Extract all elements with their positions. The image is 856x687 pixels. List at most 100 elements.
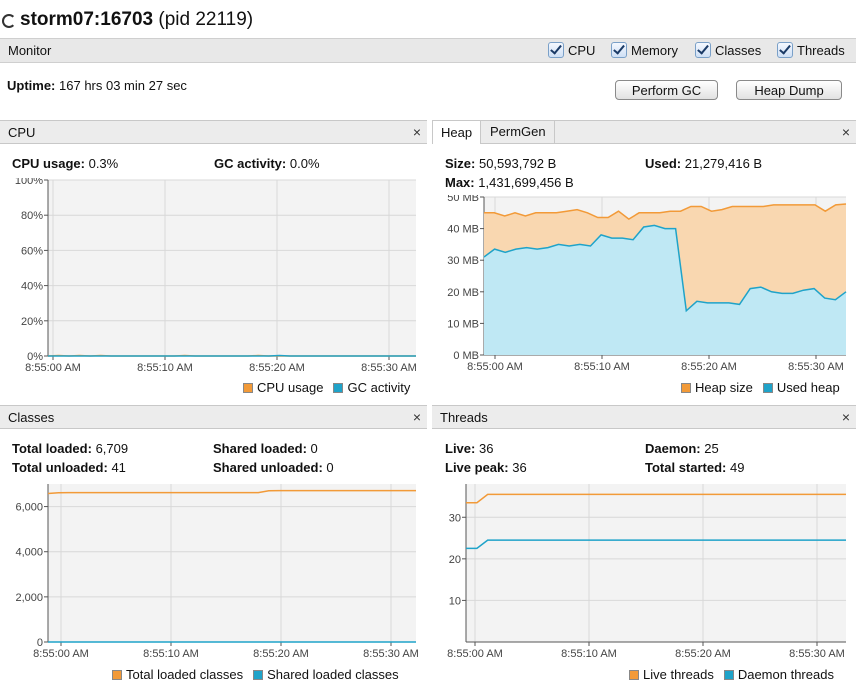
series-area-1 xyxy=(484,225,846,355)
shared-loaded-value: 0 xyxy=(310,441,318,456)
legend-heap-size: Heap size xyxy=(695,380,753,395)
classes-checkbox-label: Classes xyxy=(715,42,762,58)
x-tick-label: 8:55:30 AM xyxy=(363,648,419,660)
heap-close-icon[interactable]: × xyxy=(841,124,850,140)
checkbox-checked-icon xyxy=(777,42,793,58)
series-line-1 xyxy=(483,224,847,313)
x-tick-label: 8:55:10 AM xyxy=(143,648,199,660)
checkbox-checked-icon xyxy=(611,42,627,58)
cpu-close-icon[interactable]: × xyxy=(412,124,421,140)
classes-checkbox[interactable]: Classes xyxy=(695,42,761,58)
shared-unloaded-label: Shared unloaded: xyxy=(213,460,323,475)
heap-size-stat: Size: 50,593,792 B xyxy=(445,156,556,171)
heap-max-label: Max: xyxy=(445,175,475,190)
heap-chart: 0 MB 10 MB 20 MB 30 MB 40 MB 50 MB 8:55:00 AM 8… xyxy=(447,195,847,373)
heap-size-label: Size: xyxy=(445,156,476,171)
column-divider[interactable] xyxy=(428,120,432,687)
threads-close-icon[interactable]: × xyxy=(841,409,850,425)
total-started-stat: Total started: 49 xyxy=(645,460,744,475)
cpu-usage-value: 0.3% xyxy=(88,156,119,171)
cpu-usage-label: CPU usage: xyxy=(12,156,85,171)
total-unloaded-label: Total unloaded: xyxy=(12,460,108,475)
threads-checkbox[interactable]: Threads xyxy=(777,42,845,58)
uptime-label: Uptime: xyxy=(7,78,56,93)
heap-used-label: Used: xyxy=(645,156,682,171)
legend-total-loaded: Total loaded classes xyxy=(126,667,244,682)
classes-panel-title: Classes xyxy=(8,410,55,425)
cpu-panel-title: CPU xyxy=(8,125,36,140)
shared-loaded-swatch xyxy=(253,669,264,680)
plot-background xyxy=(48,484,416,642)
host-port: storm07:16703 xyxy=(20,9,154,30)
plot-background xyxy=(466,484,846,642)
x-tick-label: 8:55:20 AM xyxy=(253,648,309,660)
cpu-checkbox[interactable]: CPU xyxy=(548,42,595,58)
heap-panel-header: Heap PermGen × xyxy=(432,120,856,144)
live-threads-stat: Live: 36 xyxy=(445,441,493,456)
cpu-panel-header: CPU × xyxy=(0,120,427,144)
series-line-0 xyxy=(466,493,846,504)
checkbox-checked-icon xyxy=(548,42,564,58)
y-tick-label: 20 xyxy=(449,554,461,566)
shared-unloaded-stat: Shared unloaded: 0 xyxy=(213,460,334,475)
y-tick-label: 0 MB xyxy=(453,350,479,362)
classes-panel-header: Classes × xyxy=(0,405,427,429)
x-tick-label: 8:55:00 AM xyxy=(447,648,503,660)
shared-loaded-label: Shared loaded: xyxy=(213,441,307,456)
daemon-value: 25 xyxy=(704,441,719,456)
classes-close-icon[interactable]: × xyxy=(412,409,421,425)
y-tick-label: 30 MB xyxy=(447,255,479,267)
x-tick-label: 8:55:30 AM xyxy=(361,362,417,374)
y-tick-label: 4,000 xyxy=(15,547,43,559)
uptime-value: 167 hrs 03 min 27 sec xyxy=(59,78,187,93)
total-loaded-value: 6,709 xyxy=(95,441,129,456)
heap-used-stat: Used: 21,279,416 B xyxy=(645,156,762,171)
y-tick-label: 30 xyxy=(449,512,461,524)
x-tick-label: 8:55:30 AM xyxy=(788,361,844,373)
perform-gc-button[interactable]: Perform GC xyxy=(615,80,718,100)
total-loaded-label: Total loaded: xyxy=(12,441,92,456)
tab-permgen[interactable]: PermGen xyxy=(482,120,555,144)
legend-daemon-threads: Daemon threads xyxy=(737,667,834,682)
legend-live-threads: Live threads xyxy=(643,667,714,682)
live-peak-value: 36 xyxy=(512,460,527,475)
y-tick-label: 10 xyxy=(449,595,461,607)
legend-shared-loaded: Shared loaded classes xyxy=(267,667,399,682)
checkbox-checked-icon xyxy=(695,42,711,58)
legend-cpu-usage: CPU usage xyxy=(257,380,324,395)
heap-dump-button[interactable]: Heap Dump xyxy=(736,80,842,100)
y-tick-label: 2,000 xyxy=(15,592,43,604)
total-unloaded-value: 41 xyxy=(111,460,126,475)
x-tick-label: 8:55:00 AM xyxy=(25,362,81,374)
x-tick-label: 8:55:30 AM xyxy=(789,648,845,660)
daemon-threads-swatch xyxy=(723,669,734,680)
heap-size-value: 50,593,792 B xyxy=(478,156,557,171)
classes-legend: Total loaded classes Shared loaded class… xyxy=(112,667,399,682)
y-tick-label: 20% xyxy=(21,316,43,328)
y-tick-label: 0 xyxy=(37,637,43,649)
heap-max-stat: Max: 1,431,699,456 B xyxy=(445,175,574,190)
total-loaded-swatch xyxy=(112,669,122,680)
gc-activity-swatch xyxy=(333,382,344,393)
legend-used-heap: Used heap xyxy=(776,380,840,395)
shared-loaded-stat: Shared loaded: 0 xyxy=(213,441,318,456)
total-started-label: Total started: xyxy=(645,460,727,475)
series-line-1 xyxy=(48,354,416,357)
shared-unloaded-value: 0 xyxy=(326,460,334,475)
total-started-value: 49 xyxy=(730,460,745,475)
series-line-0 xyxy=(484,203,847,221)
monitor-bar: Monitor CPU Memory Classes Threads xyxy=(0,38,856,63)
live-peak-label: Live peak: xyxy=(445,460,509,475)
memory-checkbox-label: Memory xyxy=(631,42,678,58)
y-tick-label: 40 MB xyxy=(447,224,479,236)
y-tick-label: 60% xyxy=(21,245,43,257)
legend-gc-activity: GC activity xyxy=(347,380,411,395)
memory-checkbox[interactable]: Memory xyxy=(611,42,678,58)
live-label: Live: xyxy=(445,441,476,456)
x-tick-label: 8:55:10 AM xyxy=(561,648,617,660)
cpu-chart: 0% 20% 40% 60% 80% 100% 8:55:00 AM 8:55:10 AM 8:… xyxy=(15,178,417,374)
total-loaded-stat: Total loaded: 6,709 xyxy=(12,441,128,456)
x-tick-label: 8:55:20 AM xyxy=(681,361,737,373)
gc-activity-value: 0.0% xyxy=(289,156,320,171)
tab-heap[interactable]: Heap xyxy=(432,120,482,144)
